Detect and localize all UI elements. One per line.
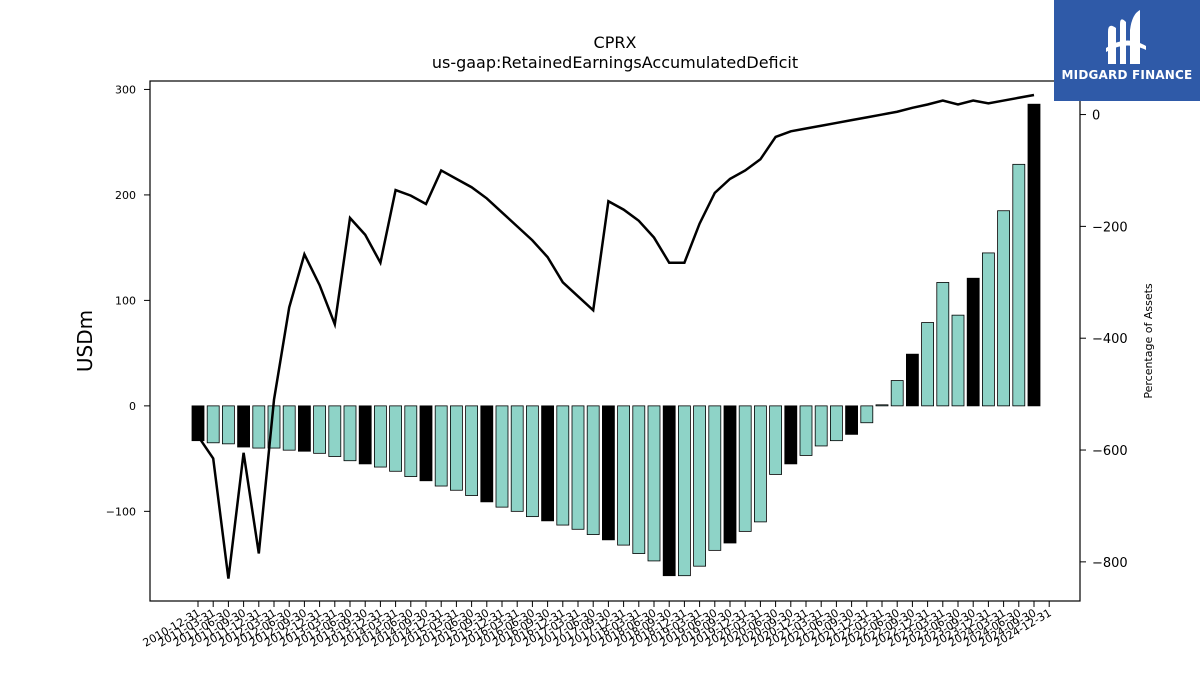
- bar-2020-03-31: [754, 405, 767, 523]
- y-axis-label-right: Percentage of Assets: [1142, 283, 1155, 399]
- y-right-tick-label: 0: [1092, 109, 1100, 124]
- bar-2022-06-30: [890, 380, 904, 407]
- bar-2016-03-31: [510, 405, 524, 512]
- bar-2022-12-31: [921, 322, 934, 407]
- bar-2018-03-31: [632, 405, 646, 554]
- percentage-line: [196, 93, 1035, 579]
- bar-2014-12-31: [434, 405, 448, 487]
- y-axis-left: −100 0 100 200 300: [106, 83, 150, 518]
- bar-2011-06-30: [221, 405, 235, 445]
- bar-2020-09-30: [784, 405, 798, 465]
- y-tick-label: 100: [115, 294, 136, 307]
- bar-2016-12-31: [556, 405, 570, 526]
- bar-2014-03-31: [389, 405, 403, 472]
- bar-2014-09-30: [419, 405, 433, 482]
- bar-2016-06-30: [526, 405, 539, 518]
- y-right-tick-label: −400: [1092, 332, 1128, 347]
- bar-2020-06-30: [769, 405, 782, 475]
- bar-2023-12-31: [982, 252, 995, 407]
- bar-2015-06-30: [465, 405, 479, 496]
- y-right-tick-label: −200: [1092, 220, 1128, 235]
- bar-2024-09-30: [1027, 103, 1041, 407]
- bar-2024-03-31: [997, 210, 1010, 407]
- logo-mark-icon: [1106, 10, 1146, 64]
- bar-2022-09-30: [906, 353, 919, 407]
- y-axis-label-left: USDm: [73, 310, 97, 372]
- bar-2024-06-30: [1012, 163, 1026, 407]
- bar-2023-06-30: [951, 314, 965, 407]
- logo-text: MIDGARD FINANCE: [1061, 68, 1193, 82]
- bar-2011-03-31: [206, 405, 220, 444]
- bar-2017-03-31: [571, 405, 585, 530]
- bar-2019-06-30: [708, 405, 722, 551]
- y-tick-label: 300: [115, 83, 136, 96]
- bar-2013-06-30: [343, 405, 357, 462]
- bar-2015-12-31: [495, 405, 509, 508]
- plot-frame: [149, 80, 1081, 602]
- bar-2019-03-31: [693, 405, 706, 567]
- x-axis: 2010-12-312011-03-312011-06-302011-09-30…: [141, 601, 1054, 650]
- bar-2018-06-30: [647, 405, 661, 562]
- bar-2013-03-31: [328, 405, 342, 457]
- bar-2013-09-30: [358, 405, 372, 465]
- bar-2021-06-30: [830, 405, 843, 442]
- midgard-finance-logo: MIDGARD FINANCE: [1054, 0, 1200, 101]
- bar-2017-06-30: [586, 405, 600, 535]
- chart-subtitle: us-gaap:RetainedEarningsAccumulatedDefic…: [432, 53, 798, 72]
- bar-2018-09-30: [662, 405, 676, 577]
- bar-2012-06-30: [282, 405, 296, 451]
- bar-series: [191, 103, 1041, 577]
- bar-2012-12-31: [313, 405, 327, 454]
- chart-title: CPRX: [594, 33, 637, 52]
- bar-2021-12-31: [860, 405, 874, 424]
- bar-2010-12-31: [191, 405, 205, 442]
- y-right-tick-label: −600: [1092, 444, 1128, 459]
- bar-2015-03-31: [449, 405, 463, 491]
- bar-2011-09-30: [237, 405, 251, 448]
- bar-2022-03-31: [875, 404, 889, 407]
- bar-2017-12-31: [617, 405, 630, 546]
- bar-2019-09-30: [723, 405, 737, 544]
- bar-2020-12-31: [799, 405, 813, 456]
- bar-2013-12-31: [373, 405, 387, 468]
- y-right-tick-label: −800: [1092, 556, 1128, 571]
- y-axis-right: −800 −600 −400 −200 0: [1080, 109, 1128, 571]
- bar-2014-06-30: [404, 405, 418, 477]
- y-tick-label: 200: [115, 189, 136, 202]
- bar-2018-12-31: [678, 405, 691, 577]
- bar-2011-12-31: [252, 405, 266, 449]
- bar-2015-09-30: [480, 405, 494, 503]
- y-tick-label: −100: [106, 505, 136, 518]
- bar-2019-12-31: [738, 405, 752, 532]
- bar-2016-09-30: [541, 405, 554, 522]
- y-tick-label: 0: [129, 400, 136, 413]
- bar-2023-03-31: [936, 282, 950, 407]
- bar-2021-09-30: [845, 405, 858, 435]
- bar-2012-09-30: [297, 405, 311, 452]
- bar-2021-03-31: [814, 405, 828, 447]
- bar-2017-09-30: [602, 405, 615, 541]
- bar-2023-09-30: [966, 277, 980, 407]
